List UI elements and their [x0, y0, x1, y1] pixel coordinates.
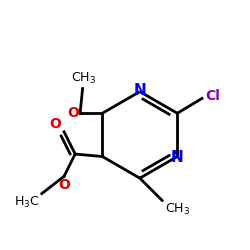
Text: CH$_3$: CH$_3$ — [164, 202, 190, 217]
Text: H$_3$C: H$_3$C — [14, 195, 39, 210]
Text: O: O — [67, 106, 79, 120]
Text: Cl: Cl — [206, 90, 220, 104]
Text: O: O — [58, 178, 70, 192]
Text: O: O — [50, 116, 62, 130]
Text: N: N — [134, 83, 146, 98]
Text: CH$_3$: CH$_3$ — [71, 71, 96, 86]
Text: N: N — [171, 150, 184, 164]
